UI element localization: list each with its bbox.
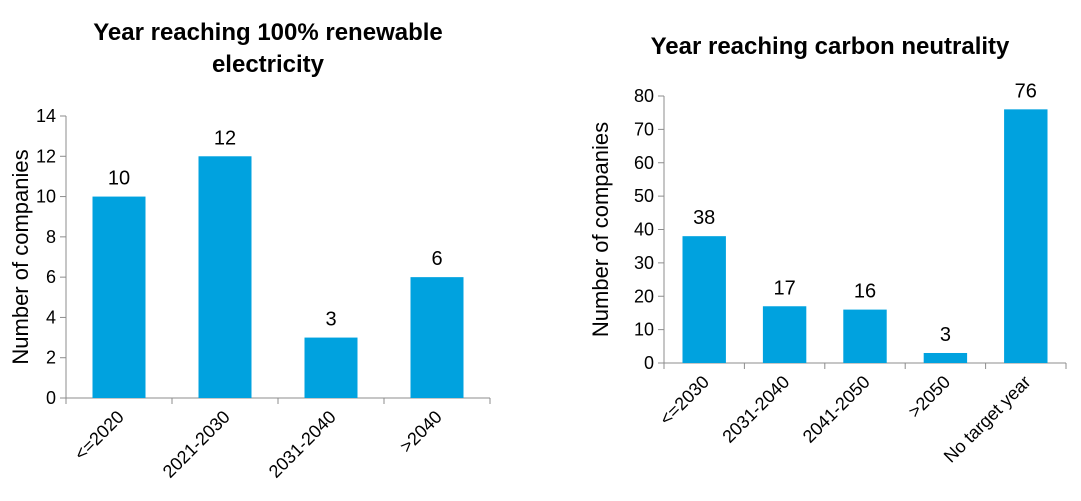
bar [198,156,252,398]
x-category-label: 2031-2040 [265,407,340,482]
y-tick-label: 40 [634,220,654,240]
x-category-label: >2040 [396,407,446,457]
y-axis-label: Number of companies [8,149,33,364]
y-tick-label: 10 [634,320,654,340]
bar [843,309,887,363]
bar [762,306,807,363]
bar-data-label: 38 [693,207,715,229]
x-category-label: 2041-2050 [799,372,874,447]
y-tick-label: 2 [46,348,56,368]
y-tick-label: 10 [36,187,56,207]
y-tick-label: 80 [634,86,654,106]
y-tick-label: 70 [634,119,654,139]
y-tick-label: 14 [36,106,56,126]
carbon-neutrality-chart-svg: Year reaching carbon neutrality 0 10 20 30 40… [588,33,1067,466]
x-category-label: 2021-2030 [159,407,234,482]
x-category-label: 2031-2040 [718,372,793,447]
bar [92,196,146,398]
chart-title-line: electricity [212,51,325,78]
chart-title-line: Year reaching carbon neutrality [651,33,1010,60]
y-tick-label: 20 [634,286,654,306]
renewable-electricity-chart: Year reaching 100% renewable electricity 0… [0,0,540,496]
bar-data-label: 12 [214,127,236,149]
y-tick-label: 12 [36,146,56,166]
bar [410,277,464,398]
bar-data-label: 6 [431,248,442,270]
x-category-label: <=2020 [70,407,127,464]
y-tick-label: 0 [644,353,654,373]
y-tick-label: 30 [634,253,654,273]
bar-data-label: 17 [773,277,795,299]
chart-title-line: Year reaching 100% renewable [93,19,443,46]
bar [304,337,358,398]
bar-data-label: 76 [1015,80,1037,102]
bar-data-label: 10 [108,168,130,190]
y-tick-label: 60 [634,153,654,173]
x-category-label: <=2030 [656,372,713,429]
y-tick-label: 4 [46,307,56,327]
bar-data-label: 3 [940,324,951,346]
y-tick-label: 8 [46,227,56,247]
x-category-label: >2050 [904,372,954,422]
bar-data-label: 16 [854,281,876,303]
y-tick-label: 6 [46,267,56,287]
carbon-neutrality-chart: Year reaching carbon neutrality 0 10 20 30 40… [540,0,1081,496]
y-tick-label: 50 [634,186,654,206]
bar [923,352,968,363]
bar [682,236,726,363]
renewable-electricity-chart-svg: Year reaching 100% renewable electricity 0… [8,19,491,482]
y-tick-label: 0 [46,388,56,408]
y-axis-label: Number of companies [588,122,613,337]
bar-data-label: 3 [325,309,336,331]
bar [1004,109,1048,363]
